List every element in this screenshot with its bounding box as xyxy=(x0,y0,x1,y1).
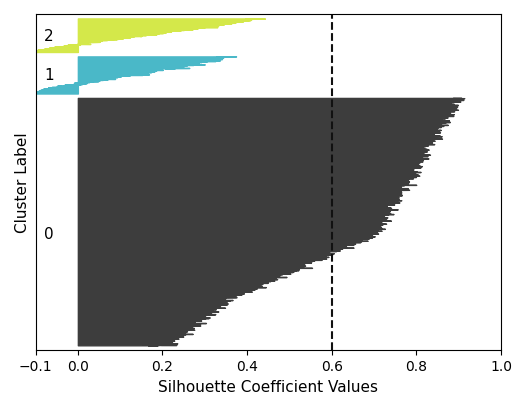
Text: 1: 1 xyxy=(44,68,54,83)
Y-axis label: Cluster Label: Cluster Label xyxy=(15,132,30,233)
X-axis label: Silhouette Coefficient Values: Silhouette Coefficient Values xyxy=(158,379,378,394)
Text: 0: 0 xyxy=(44,227,54,242)
Text: 2: 2 xyxy=(44,29,54,44)
